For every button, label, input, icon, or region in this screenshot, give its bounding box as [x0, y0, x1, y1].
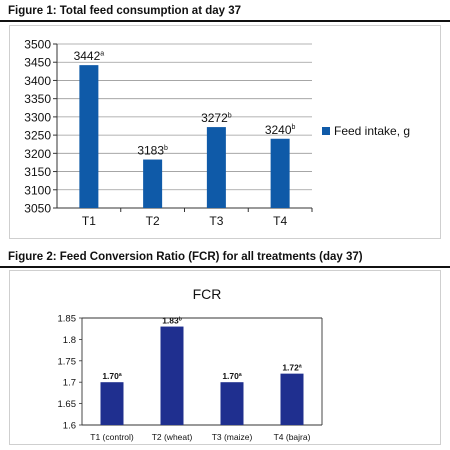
figure-1-caption: Figure 1: Total feed consumption at day …: [8, 5, 242, 17]
y-tick-label: 3450: [24, 56, 51, 70]
bar-t4: [270, 138, 290, 208]
y-tick-label: 1.65: [58, 399, 77, 410]
data-label: 1.70a: [222, 371, 242, 381]
chart-title: FCR: [193, 286, 222, 302]
bar-t1: [79, 65, 99, 208]
y-tick-label: 3150: [24, 165, 51, 179]
y-tick-label: 1.8: [63, 335, 76, 346]
data-label: 3272b: [201, 111, 232, 125]
x-tick-label: T3: [209, 214, 223, 228]
y-tick-label: 3300: [24, 110, 51, 124]
bar-t1: [100, 382, 124, 425]
figure-1-top-rule: [0, 20, 450, 22]
y-tick-label: 3500: [24, 38, 51, 52]
figure-2-caption: Figure 2: Feed Conversion Ratio (FCR) fo…: [8, 251, 363, 263]
bar-t3: [206, 127, 226, 208]
data-label: 1.83b: [162, 316, 182, 326]
y-tick-label: 3350: [24, 92, 51, 106]
x-tick-label: T3 (maize): [212, 432, 253, 442]
data-label: 3442a: [74, 49, 105, 63]
data-label: 3240b: [265, 123, 296, 137]
x-tick-label: T4: [273, 214, 287, 228]
legend-swatch: [322, 127, 330, 135]
y-tick-label: 3100: [24, 183, 51, 197]
y-tick-label: 3200: [24, 147, 51, 161]
x-tick-label: T1: [82, 214, 96, 228]
x-tick-label: T1 (control): [90, 432, 134, 442]
data-label: 3183b: [137, 144, 168, 158]
x-tick-label: T4 (bajra): [274, 432, 311, 442]
y-tick-label: 1.75: [58, 356, 77, 367]
y-tick-label: 1.6: [63, 421, 76, 432]
x-tick-label: T2: [146, 214, 160, 228]
figure-2-top-rule: [0, 266, 450, 268]
data-label: 1.70a: [102, 371, 122, 381]
legend-label: Feed intake, g: [334, 124, 410, 138]
bar-t2: [160, 326, 184, 425]
y-tick-label: 1.7: [63, 378, 76, 389]
bar-t4: [280, 373, 304, 425]
y-tick-label: 3050: [24, 202, 51, 216]
bar-t2: [143, 159, 163, 208]
data-label: 1.72a: [282, 363, 302, 373]
y-tick-label: 1.85: [58, 314, 77, 325]
y-tick-label: 3250: [24, 129, 51, 143]
bar-t3: [220, 382, 244, 425]
x-tick-label: T2 (wheat): [152, 432, 193, 442]
y-tick-label: 3400: [24, 74, 51, 88]
